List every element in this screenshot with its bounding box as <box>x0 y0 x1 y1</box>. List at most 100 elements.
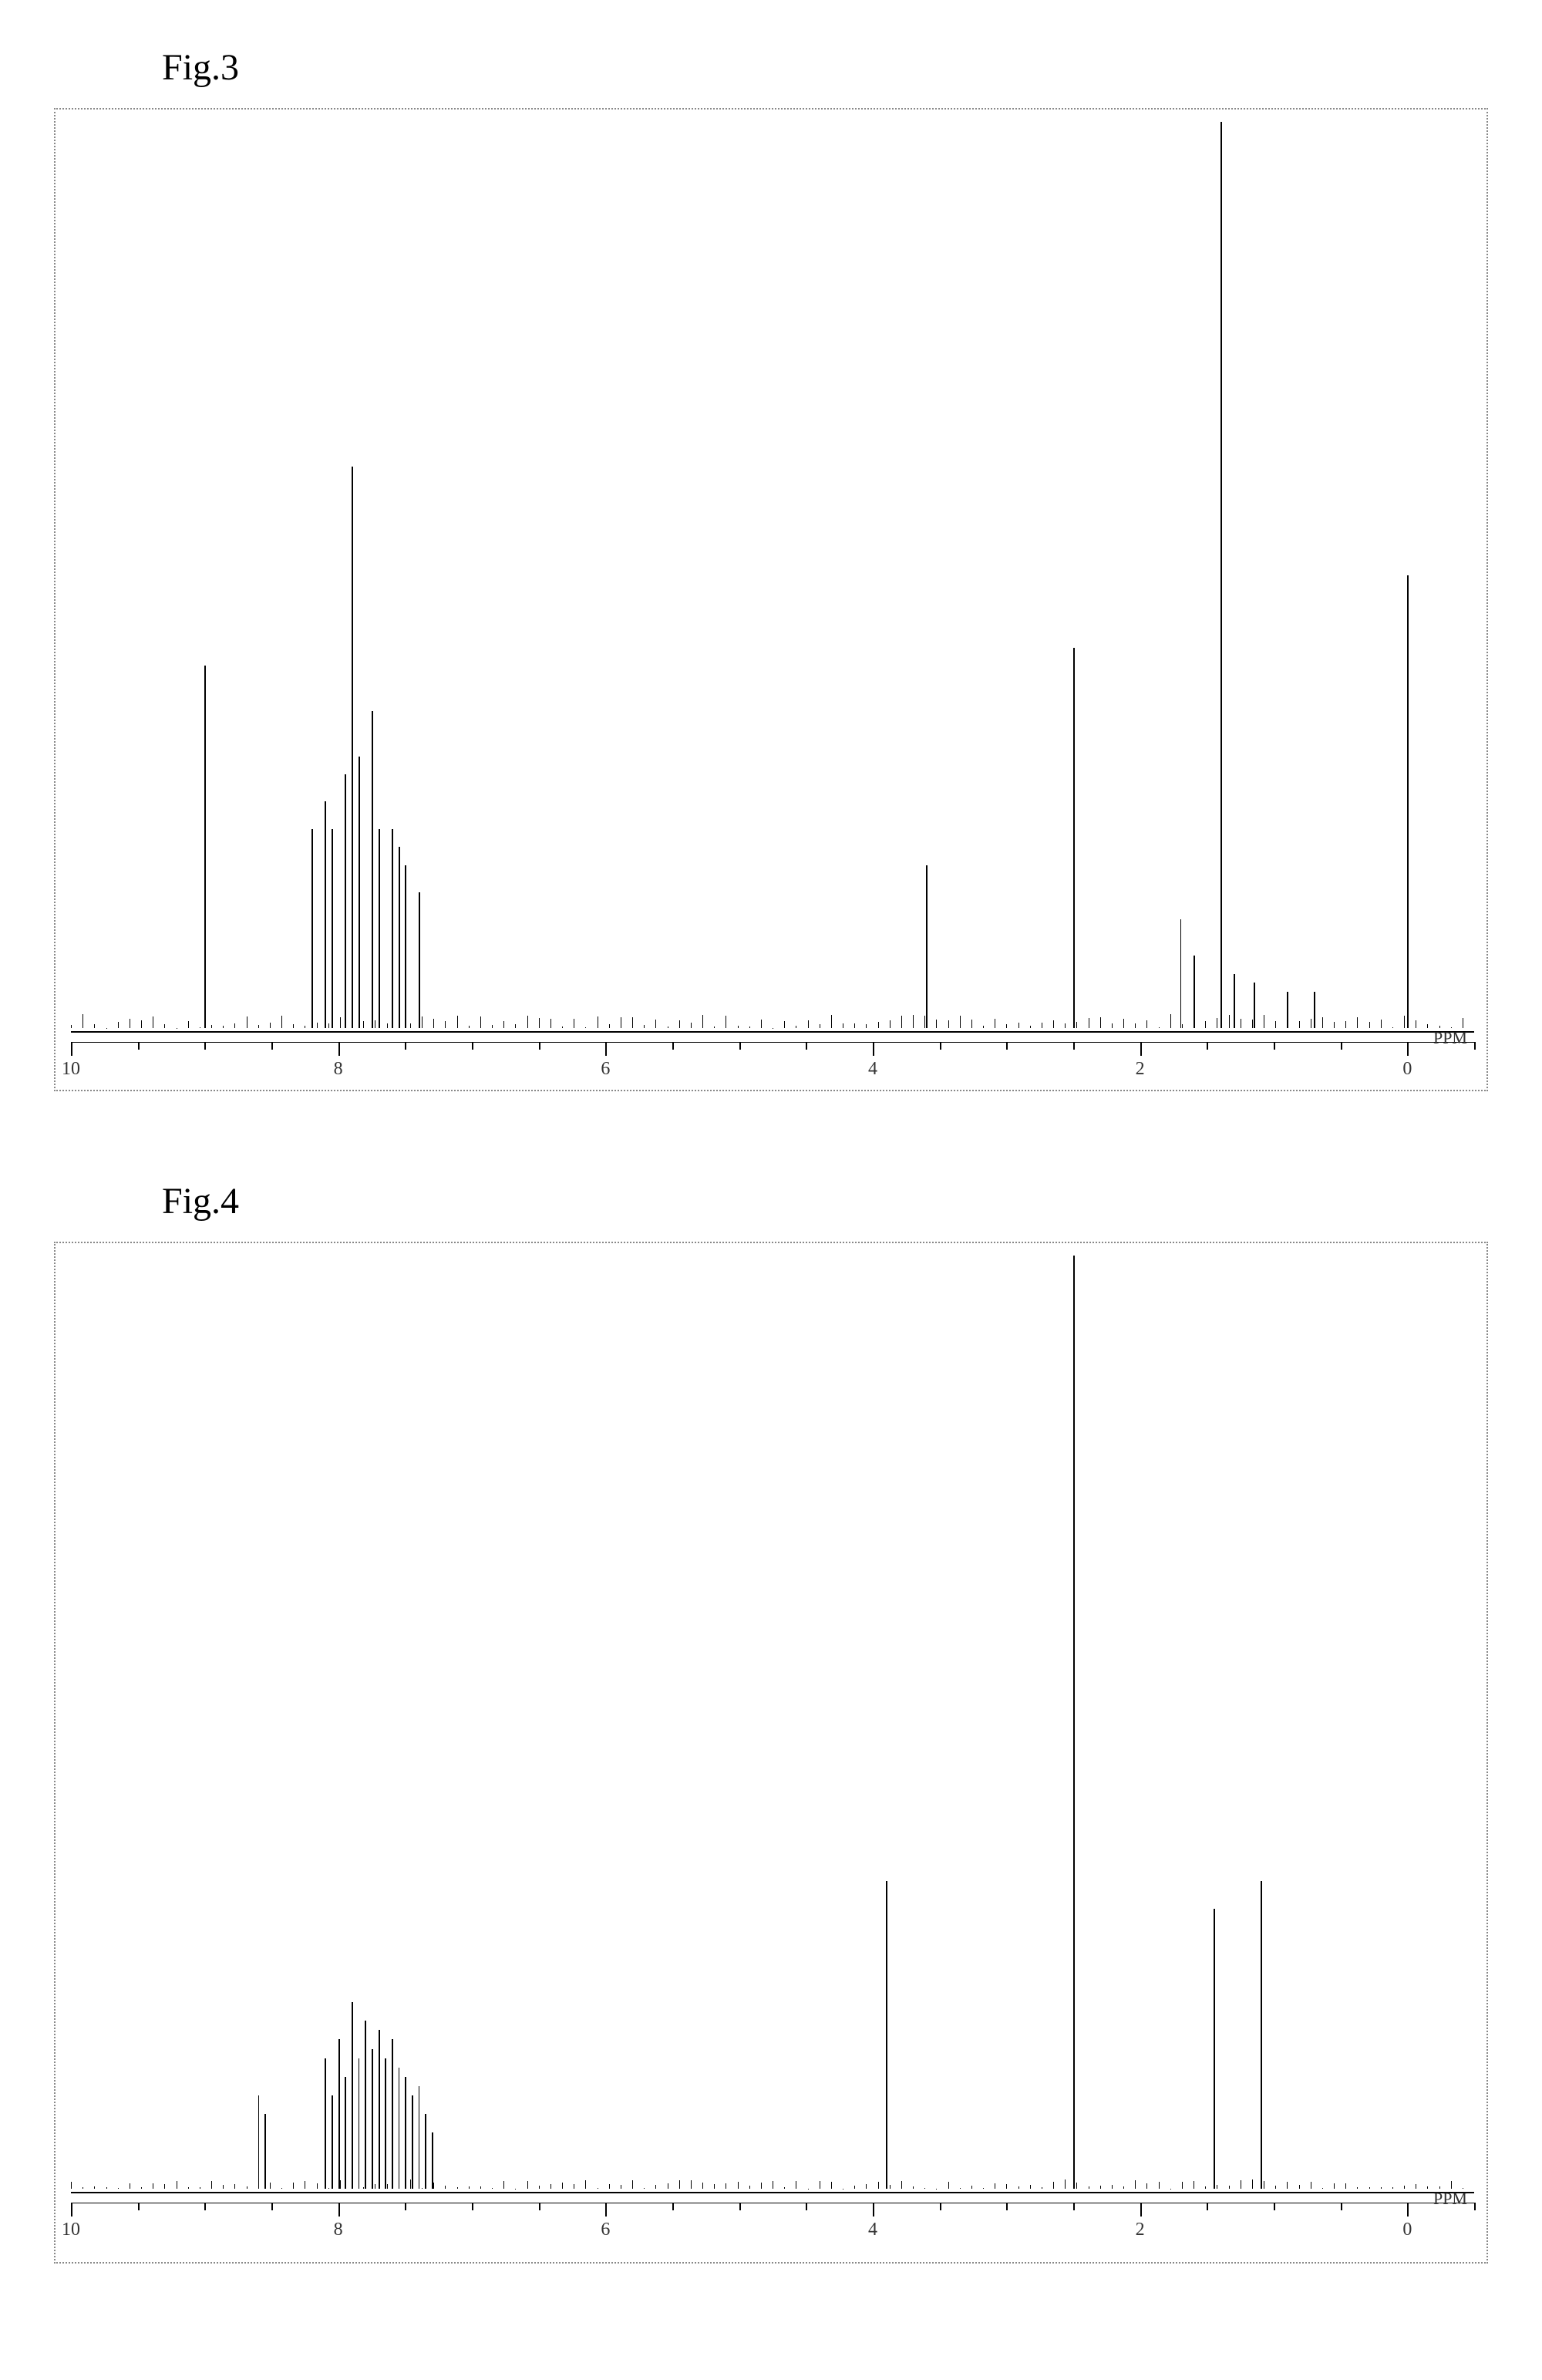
baseline-noise <box>1334 1022 1335 1028</box>
axis-tick-minor <box>1474 1042 1476 1050</box>
baseline-noise <box>422 2188 423 2189</box>
baseline-noise <box>679 2180 680 2189</box>
baseline-noise <box>1205 2186 1206 2189</box>
baseline-noise <box>550 1019 551 1028</box>
baseline-noise <box>749 2186 750 2189</box>
baseline-noise <box>410 2179 411 2189</box>
nmr-peak <box>325 801 326 1028</box>
figure-4-label: Fig.4 <box>162 1180 239 1222</box>
axis-tick-minor <box>1207 2203 1208 2210</box>
baseline-noise <box>1252 2179 1253 2189</box>
baseline-noise <box>363 2187 364 2189</box>
baseline-noise <box>457 2187 458 2189</box>
baseline <box>71 1031 1474 1033</box>
baseline-noise <box>410 1023 411 1028</box>
nmr-peak <box>1314 992 1315 1028</box>
axis-tick-minor <box>739 2203 741 2210</box>
baseline-noise <box>1112 2185 1113 2189</box>
axis-tick-minor <box>539 1042 540 1050</box>
baseline-noise <box>761 1020 762 1028</box>
nmr-peak <box>345 2077 346 2189</box>
nmr-peak <box>1407 575 1409 1029</box>
nmr-peak <box>325 2058 326 2189</box>
axis-tick-major <box>71 2203 72 2217</box>
nmr-peak <box>886 1881 887 2189</box>
baseline-noise <box>1369 1022 1370 1028</box>
nmr-peak <box>359 2058 360 2189</box>
baseline-noise <box>539 1018 540 1028</box>
baseline-noise <box>539 2186 540 2189</box>
axis-tick-label: 4 <box>868 2220 877 2240</box>
baseline-noise <box>1275 2186 1276 2189</box>
nmr-peak <box>338 2039 340 2189</box>
baseline-noise <box>1229 1015 1230 1028</box>
axis-tick-major <box>605 2203 607 2217</box>
axis-tick-label: 4 <box>868 1059 877 1080</box>
baseline-noise <box>1053 2182 1054 2189</box>
baseline-noise <box>480 1016 481 1028</box>
baseline-noise <box>1146 1020 1147 1028</box>
baseline-noise <box>831 1015 832 1028</box>
baseline-noise <box>1006 2184 1007 2189</box>
baseline-noise <box>515 1024 516 1028</box>
axis-tick-major <box>1407 2203 1409 2217</box>
baseline-noise <box>1135 1023 1136 1028</box>
nmr-peak <box>352 2002 353 2189</box>
baseline-noise <box>983 1026 984 1028</box>
baseline-noise <box>1112 1023 1113 1028</box>
nmr-peak <box>1287 992 1288 1028</box>
baseline-noise <box>831 2182 832 2189</box>
baseline-noise <box>1322 1017 1323 1028</box>
baseline-noise <box>691 2180 692 2189</box>
baseline-noise <box>714 1027 715 1028</box>
baseline-noise <box>234 2184 235 2189</box>
axis-tick-minor <box>672 1042 674 1050</box>
baseline-noise <box>1404 2186 1405 2189</box>
figure-4-spectrum: 0246810PPM <box>54 1242 1488 2264</box>
baseline-noise <box>340 1017 341 1028</box>
nmr-peak <box>419 892 420 1028</box>
axis-tick-major <box>1140 1042 1142 1056</box>
nmr-peak <box>405 865 406 1029</box>
baseline-noise <box>492 1025 493 1028</box>
axis-unit-label: PPM <box>1433 2189 1467 2209</box>
baseline-noise <box>141 2187 142 2189</box>
baseline-noise <box>71 2182 72 2189</box>
baseline-noise <box>164 1024 165 1028</box>
baseline-noise <box>1076 1022 1077 1028</box>
baseline-noise <box>609 2184 610 2189</box>
axis-tick-minor <box>1006 1042 1008 1050</box>
baseline-noise <box>655 1020 656 1028</box>
nmr-peak <box>432 2132 433 2189</box>
baseline-noise <box>878 2182 879 2189</box>
baseline-noise <box>1345 1021 1346 1028</box>
axis-tick-minor <box>271 2203 273 2210</box>
baseline-noise <box>433 1019 434 1028</box>
figure-3-plot: 0246810PPM <box>56 110 1486 1090</box>
axis-tick-minor <box>1274 1042 1275 1050</box>
baseline-noise <box>1357 1017 1358 1028</box>
nmr-peak <box>385 2058 386 2189</box>
nmr-peak <box>1073 1256 1075 2189</box>
figure-3-spectrum: 0246810PPM <box>54 108 1488 1091</box>
baseline-noise <box>585 2180 586 2189</box>
axis-tick-minor <box>405 1042 406 1050</box>
baseline-noise <box>234 1023 235 1028</box>
baseline-noise <box>223 2185 224 2189</box>
figure-3-label: Fig.3 <box>162 46 239 89</box>
baseline-noise <box>469 2186 470 2189</box>
nmr-peak <box>345 774 346 1028</box>
axis-tick-minor <box>1274 2203 1275 2210</box>
baseline-noise <box>422 1016 423 1028</box>
baseline-noise <box>890 1020 891 1028</box>
axis-tick-minor <box>472 1042 473 1050</box>
baseline-noise <box>901 1016 902 1028</box>
baseline-noise <box>328 2188 329 2189</box>
baseline-noise <box>1287 2182 1288 2189</box>
baseline-noise <box>866 2184 867 2189</box>
baseline-noise <box>480 2186 481 2189</box>
baseline-noise <box>106 2187 107 2189</box>
baseline-noise <box>1030 2185 1031 2189</box>
baseline-noise <box>1299 1021 1300 1028</box>
baseline-noise <box>188 2187 189 2189</box>
